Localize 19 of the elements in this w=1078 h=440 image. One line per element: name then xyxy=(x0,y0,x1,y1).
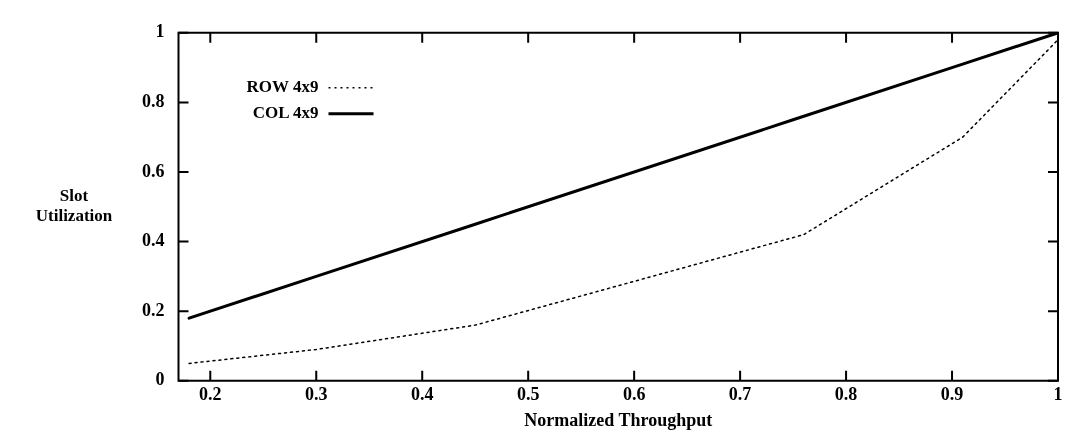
y-tick-label: 0.8 xyxy=(142,91,165,112)
x-axis-title: Normalized Throughput xyxy=(524,409,713,430)
x-tick-label: 0.9 xyxy=(940,384,964,405)
y-tick-label: 1 xyxy=(155,21,165,42)
x-tick-label: 0.6 xyxy=(622,384,646,405)
x-tick-label: 0.2 xyxy=(199,384,222,405)
x-tick-label: 0.4 xyxy=(410,384,434,405)
legend-label: ROW 4x9 xyxy=(246,77,319,97)
x-tick-label: 0.8 xyxy=(834,384,858,405)
x-tick-label: 0.7 xyxy=(728,384,752,405)
x-tick-label: 0.5 xyxy=(516,384,540,405)
legend-label: COL 4x9 xyxy=(252,103,319,123)
y-tick-label: 0 xyxy=(155,369,165,390)
y-axis-title: Slot Utilization xyxy=(35,186,113,226)
x-tick-label: 0.3 xyxy=(305,384,328,405)
y-tick-label: 0.4 xyxy=(142,230,165,251)
y-tick-label: 0.2 xyxy=(142,299,165,320)
x-tick-label: 1 xyxy=(1053,384,1063,405)
y-tick-label: 0.6 xyxy=(142,160,165,181)
